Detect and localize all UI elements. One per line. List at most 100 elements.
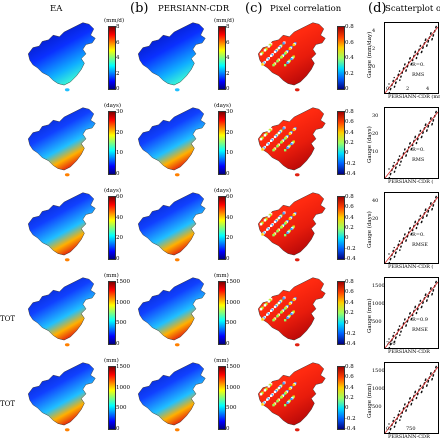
- scatter-point: [425, 208, 427, 210]
- scatter-y-tick: 0: [372, 64, 376, 70]
- china-outline: [27, 107, 96, 171]
- correlation-pixel: [259, 41, 263, 44]
- colorbar-tick-label: 30: [116, 109, 123, 115]
- fit-line: [385, 111, 438, 178]
- scatter-y-tick: 500: [372, 404, 382, 410]
- correlation-pixel: [263, 304, 267, 307]
- precip-map: [137, 192, 206, 262]
- correlation-pixel: [276, 145, 279, 148]
- correlation-pixel: [288, 217, 291, 220]
- precip-map: [137, 277, 206, 347]
- scatter-canvas: [385, 280, 438, 348]
- scatter-point: [393, 331, 395, 334]
- scatter-point: [419, 384, 422, 387]
- hainan-island: [294, 88, 300, 92]
- correlation-pixel: [259, 138, 263, 141]
- scatter-point: [397, 73, 400, 75]
- correlation-pixel: [272, 234, 275, 237]
- scatter-y-tick: 4: [372, 28, 376, 34]
- scatter-point: [426, 299, 428, 301]
- scatter-point: [388, 168, 390, 170]
- colorbar-tick-label: 0.8: [345, 194, 354, 200]
- correlation-pixel: [277, 216, 281, 220]
- colorbar-tick-label: 0: [345, 235, 349, 242]
- scatter-point: [435, 110, 437, 113]
- correlation-pixel: [283, 234, 287, 237]
- panel-title-scatter: Scatterplot of m: [385, 4, 440, 14]
- correlation-pixel: [286, 316, 289, 320]
- colorbar-tick-label: -0.4: [345, 426, 356, 432]
- scatter-point: [399, 419, 401, 421]
- correlation-pixel: [259, 211, 263, 214]
- scatter-canvas: [385, 25, 438, 93]
- scatter-point: [430, 287, 432, 289]
- correlation-pixel: [269, 394, 273, 397]
- scatter-x-tick: 0: [386, 86, 390, 92]
- correlation-pixel: [277, 386, 281, 390]
- correlation-pixel: [259, 308, 263, 311]
- scatter-point: [432, 204, 435, 206]
- colorbar-unit-label: (mm): [104, 358, 119, 364]
- scatter-point: [409, 227, 411, 229]
- correlation-pixel: [290, 227, 293, 231]
- scatter-x-tick: 2: [406, 86, 410, 92]
- scatter-point: [403, 237, 405, 239]
- hainan-island: [294, 343, 300, 347]
- correlation-pixel: [261, 318, 264, 321]
- correlation-pixel: [280, 311, 283, 314]
- correlation-pixel: [283, 392, 287, 395]
- correlation-pixel: [267, 385, 270, 388]
- scatter-point: [435, 280, 437, 283]
- correlation-pixel: [277, 46, 281, 50]
- hainan-island: [294, 173, 300, 177]
- scatter-point: [431, 122, 433, 125]
- correlation-pixel: [269, 309, 273, 312]
- china-outline: [27, 362, 96, 426]
- scatter-plot: [384, 277, 439, 349]
- scatter-point: [393, 161, 395, 164]
- correlation-pixel: [292, 383, 295, 387]
- correlation-pixel: [290, 312, 293, 316]
- row-label: TOT: [0, 315, 16, 323]
- scatter-point: [397, 328, 400, 330]
- scatter-point: [400, 160, 402, 162]
- scatter-point: [397, 413, 400, 415]
- scatter-rmse-label: RMSE: [412, 242, 428, 248]
- correlation-pixel: [290, 142, 293, 146]
- china-outline: [27, 277, 96, 341]
- correlation-pixel: [286, 231, 289, 235]
- correlation-pixel: [288, 47, 291, 50]
- colorbar-tick-label: 0: [226, 256, 230, 262]
- china-outline: [27, 192, 96, 256]
- correlation-pixel: [259, 223, 263, 226]
- correlation-pixel: [282, 382, 285, 385]
- correlation-pixel: [261, 63, 264, 66]
- correlation-pixel: [269, 139, 273, 142]
- colorbar-unit-label: (mm/d): [214, 18, 235, 24]
- colorbar-tick-label: 0: [116, 341, 120, 347]
- scatter-point: [395, 166, 397, 168]
- scatter-point: [397, 158, 400, 160]
- scatter-point: [409, 312, 411, 314]
- row-label: TOT: [0, 400, 16, 408]
- scatter-point: [393, 246, 395, 249]
- scatter-point: [388, 338, 390, 340]
- colorbar-tick-label: 6: [116, 39, 120, 46]
- colorbar-tick-label: 0: [345, 150, 349, 157]
- scatter-point: [400, 330, 402, 332]
- colorbar-tick-label: 10: [226, 150, 233, 157]
- scatter-point: [421, 135, 423, 137]
- china-outline: [27, 22, 96, 86]
- correlation-pixel: [272, 149, 275, 152]
- scatter-point: [427, 295, 430, 297]
- colorbar: [218, 366, 226, 430]
- colorbar-tick-label: -0.2: [345, 245, 356, 252]
- correlation-pixel: [272, 319, 275, 322]
- correlation-pixel: [282, 297, 285, 300]
- precip-map: [27, 192, 96, 262]
- china-outline: [257, 22, 326, 86]
- colorbar-tick-label: 0: [226, 171, 230, 177]
- hainan-island: [64, 428, 70, 432]
- correlation-pixel: [266, 58, 269, 61]
- scatter-point: [390, 172, 392, 175]
